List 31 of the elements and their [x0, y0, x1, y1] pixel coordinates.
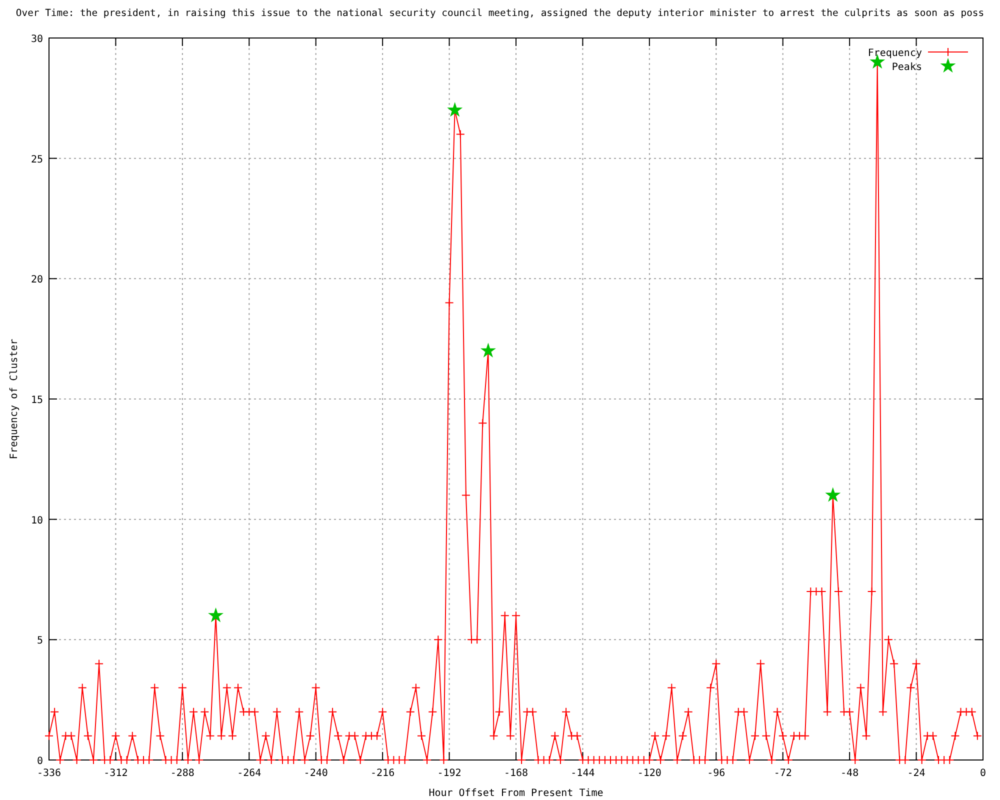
x-tick-label: -216	[370, 768, 395, 779]
y-tick-label: 25	[30, 154, 43, 166]
chart-title: Over Time: the president, in raising this issue to the national security council meeting, assigned the deputy interior minister to arrest the culprits as soon as poss	[16, 8, 984, 19]
x-tick-label: -96	[707, 768, 726, 779]
x-tick-label: -264	[237, 768, 262, 779]
point	[209, 608, 223, 622]
x-tick-label: -24	[907, 768, 926, 779]
y-tick-label: 5	[36, 636, 43, 647]
x-tick-label: -336	[36, 768, 62, 779]
y-tick-label: 10	[30, 515, 43, 526]
x-tick-label: -72	[774, 768, 792, 779]
x-tick-label: -192	[437, 768, 462, 779]
x-tick-label: -240	[304, 768, 328, 779]
legend-label: Peaks	[892, 62, 922, 73]
x-tick-label: -168	[504, 768, 528, 779]
x-axis-title: Hour Offset From Present Time	[428, 788, 604, 799]
x-tick-label: -312	[104, 768, 128, 779]
legend-label: Frequency	[868, 48, 922, 59]
x-tick-label: 0	[980, 768, 986, 779]
x-tick-label: -144	[570, 768, 595, 779]
point	[481, 344, 495, 357]
point	[448, 103, 462, 116]
y-tick-label: 20	[30, 274, 43, 286]
y-tick-label: 0	[36, 756, 43, 767]
point	[826, 488, 840, 502]
y-tick-label: 30	[30, 34, 43, 45]
x-tick-label: -48	[840, 768, 859, 779]
y-axis-title: Frequency of Cluster	[9, 338, 20, 460]
y-tick-label: 15	[30, 395, 43, 406]
x-tick-label: -288	[170, 768, 194, 779]
x-tick-label: -120	[637, 768, 662, 779]
